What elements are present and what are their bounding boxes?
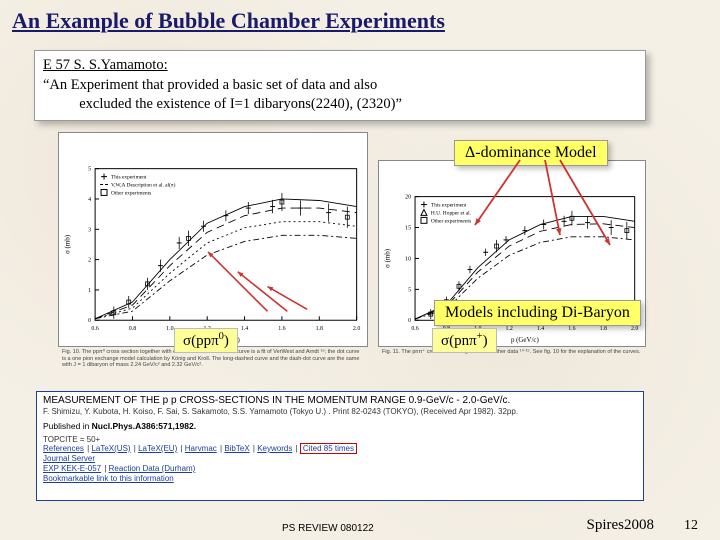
spires-link[interactable]: Harvmac bbox=[185, 444, 217, 453]
spires-link[interactable]: BibTeX bbox=[224, 444, 249, 453]
spires-link[interactable]: EXP KEK-E-057 bbox=[43, 464, 101, 473]
svg-text:1.0: 1.0 bbox=[166, 326, 173, 332]
svg-text:2.0: 2.0 bbox=[353, 326, 360, 332]
spires-year-label: Spires2008 bbox=[587, 517, 655, 534]
label-sigma-pn-piplus: σ(pnπ+) bbox=[432, 328, 497, 353]
label-delta-dominance: Δ-dominance Model bbox=[454, 140, 608, 166]
svg-text:1.2: 1.2 bbox=[505, 326, 512, 332]
chart-pp-pi0: 0.60.81.01.21.41.61.82.0012345p (GeV/c)σ… bbox=[58, 132, 368, 347]
info-line-3: excluded the existence of I=1 dibaryons(… bbox=[43, 95, 637, 115]
svg-text:1.4: 1.4 bbox=[241, 326, 248, 332]
svg-text:15: 15 bbox=[405, 226, 411, 232]
svg-text:Other experiments: Other experiments bbox=[111, 190, 151, 196]
svg-text:2: 2 bbox=[88, 258, 91, 264]
svg-text:Other experiments: Other experiments bbox=[431, 218, 471, 224]
spires-links: References | LaTeX(US) | LaTeX(EU) | Har… bbox=[37, 444, 643, 483]
review-tag: PS REVIEW 080122 bbox=[282, 523, 374, 534]
spires-record-box: MEASUREMENT OF THE p p CROSS-SECTIONS IN… bbox=[36, 391, 644, 501]
svg-text:20: 20 bbox=[405, 195, 411, 201]
experiment-info-box: E 57 S. S.Yamamoto: “An Experiment that … bbox=[34, 50, 646, 121]
info-line-2: “An Experiment that provided a basic set… bbox=[43, 76, 637, 96]
label-di-baryon: Models including Di-Baryon bbox=[434, 300, 641, 326]
spires-link[interactable]: References bbox=[43, 444, 84, 453]
svg-text:H.U. Hopper et al.: H.U. Hopper et al. bbox=[431, 210, 471, 216]
svg-text:σ (mb): σ (mb) bbox=[384, 249, 391, 268]
svg-text:4: 4 bbox=[88, 197, 91, 203]
svg-text:p (GeV/c): p (GeV/c) bbox=[511, 337, 539, 344]
spires-published: Published in Published in Nucl.Phys.A386… bbox=[37, 417, 643, 433]
spires-link[interactable]: Journal Server bbox=[43, 454, 95, 463]
spires-link[interactable]: LaTeX(US) bbox=[91, 444, 130, 453]
chart-right-caption: Fig. 11. The pnπ⁺ cross section together… bbox=[382, 349, 642, 356]
svg-text:0.6: 0.6 bbox=[411, 326, 418, 332]
svg-text:1: 1 bbox=[88, 288, 91, 294]
svg-text:1.6: 1.6 bbox=[278, 326, 285, 332]
svg-text:0: 0 bbox=[408, 318, 411, 324]
svg-text:σ (mb): σ (mb) bbox=[64, 235, 71, 254]
svg-text:5: 5 bbox=[88, 167, 91, 173]
page-number: 12 bbox=[684, 518, 698, 534]
spires-cited-count[interactable]: Cited 85 times bbox=[300, 443, 357, 454]
spires-link[interactable]: Keywords bbox=[257, 444, 292, 453]
svg-text:1.8: 1.8 bbox=[600, 326, 607, 332]
svg-text:1.6: 1.6 bbox=[568, 326, 575, 332]
svg-text:10: 10 bbox=[405, 256, 411, 262]
svg-text:This experiment: This experiment bbox=[111, 175, 147, 181]
svg-text:5: 5 bbox=[408, 287, 411, 293]
info-line-1: E 57 S. S.Yamamoto: bbox=[43, 56, 637, 76]
svg-text:3: 3 bbox=[88, 227, 91, 233]
spires-link[interactable]: LaTeX(EU) bbox=[138, 444, 177, 453]
svg-text:1.8: 1.8 bbox=[316, 326, 323, 332]
spires-title: MEASUREMENT OF THE p p CROSS-SECTIONS IN… bbox=[37, 392, 643, 406]
svg-text:This experiment: This experiment bbox=[431, 203, 467, 209]
spires-link[interactable]: Bookmarkable link to this information bbox=[43, 474, 174, 483]
page-title: An Example of Bubble Chamber Experiments bbox=[0, 0, 720, 38]
svg-text:1.4: 1.4 bbox=[537, 326, 544, 332]
svg-text:2.0: 2.0 bbox=[631, 326, 638, 332]
svg-text:0: 0 bbox=[88, 318, 91, 324]
spires-link[interactable]: Reaction Data (Durham) bbox=[109, 464, 196, 473]
spires-authors: F. Shimizu, Y. Kubota, H. Koiso, F. Sai,… bbox=[37, 406, 643, 417]
svg-text:V,W,A Description et al. al(π: V,W,A Description et al. al(π) bbox=[111, 181, 176, 188]
svg-text:0.8: 0.8 bbox=[129, 326, 136, 332]
label-sigma-pp-pi0: σ(ppπ0) bbox=[174, 328, 238, 353]
svg-text:0.6: 0.6 bbox=[91, 326, 98, 332]
